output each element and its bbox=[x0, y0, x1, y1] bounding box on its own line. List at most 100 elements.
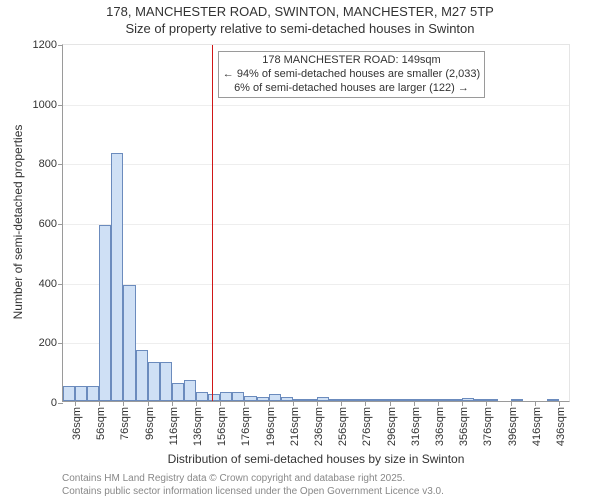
histogram-bar bbox=[365, 399, 377, 401]
x-tick-mark bbox=[341, 401, 342, 406]
x-tick-label: 36sqm bbox=[71, 407, 83, 440]
x-tick-label: 276sqm bbox=[361, 407, 373, 446]
histogram-bar bbox=[317, 397, 329, 401]
x-tick-mark bbox=[75, 401, 76, 406]
x-tick-mark bbox=[244, 401, 245, 406]
histogram-bar bbox=[377, 399, 389, 401]
x-tick-mark bbox=[462, 401, 463, 406]
histogram-bar bbox=[196, 392, 208, 401]
gridline bbox=[63, 343, 569, 344]
x-tick-mark bbox=[438, 401, 439, 406]
x-axis-label: Distribution of semi-detached houses by … bbox=[62, 452, 570, 466]
x-tick-mark bbox=[486, 401, 487, 406]
histogram-bar bbox=[547, 399, 559, 401]
chart-title: 178, MANCHESTER ROAD, SWINTON, MANCHESTE… bbox=[0, 4, 600, 38]
x-tick-label: 316sqm bbox=[410, 407, 422, 446]
histogram-bar bbox=[123, 285, 135, 401]
x-tick-label: 76sqm bbox=[119, 407, 131, 440]
x-tick-label: 156sqm bbox=[216, 407, 228, 446]
footer-line2: Contains public sector information licen… bbox=[62, 485, 444, 498]
x-tick-mark bbox=[511, 401, 512, 406]
histogram-bar bbox=[305, 399, 317, 401]
annotation-box: 178 MANCHESTER ROAD: 149sqm ← 94% of sem… bbox=[218, 51, 485, 98]
footer-line1: Contains HM Land Registry data © Crown c… bbox=[62, 472, 444, 485]
histogram-bar bbox=[63, 386, 75, 401]
histogram-bar bbox=[390, 399, 402, 401]
annotation-line1: 178 MANCHESTER ROAD: 149sqm bbox=[223, 54, 480, 68]
reference-line bbox=[212, 45, 213, 401]
x-tick-mark bbox=[148, 401, 149, 406]
x-tick-mark bbox=[365, 401, 366, 406]
histogram-bar bbox=[111, 153, 123, 401]
x-tick-label: 176sqm bbox=[240, 407, 252, 446]
x-tick-mark bbox=[269, 401, 270, 406]
histogram-bar bbox=[220, 392, 232, 401]
annotation-line2: ← 94% of semi-detached houses are smalle… bbox=[223, 68, 480, 82]
histogram-bar bbox=[257, 397, 269, 401]
histogram-bar bbox=[341, 399, 353, 401]
x-tick-label: 436sqm bbox=[555, 407, 567, 446]
annotation-line3: 6% of semi-detached houses are larger (1… bbox=[223, 82, 480, 96]
gridline bbox=[63, 164, 569, 165]
histogram-bar bbox=[474, 399, 486, 401]
x-tick-mark bbox=[123, 401, 124, 406]
histogram-bar bbox=[353, 399, 365, 401]
x-tick-label: 396sqm bbox=[507, 407, 519, 446]
x-tick-label: 296sqm bbox=[386, 407, 398, 446]
gridline bbox=[63, 284, 569, 285]
x-tick-mark bbox=[317, 401, 318, 406]
x-tick-mark bbox=[414, 401, 415, 406]
x-tick-mark bbox=[559, 401, 560, 406]
x-tick-mark bbox=[196, 401, 197, 406]
attribution-footer: Contains HM Land Registry data © Crown c… bbox=[62, 472, 444, 498]
title-line1: 178, MANCHESTER ROAD, SWINTON, MANCHESTE… bbox=[0, 4, 600, 21]
histogram-bar bbox=[486, 399, 498, 401]
histogram-bar bbox=[148, 362, 160, 401]
histogram-bar bbox=[87, 386, 99, 402]
histogram-bar bbox=[232, 392, 244, 401]
x-tick-mark bbox=[172, 401, 173, 406]
x-tick-mark bbox=[390, 401, 391, 406]
gridline bbox=[63, 105, 569, 106]
histogram-bar bbox=[450, 399, 462, 401]
x-tick-label: 236sqm bbox=[313, 407, 325, 446]
x-tick-label: 376sqm bbox=[482, 407, 494, 446]
histogram-bar bbox=[75, 386, 87, 401]
x-tick-label: 196sqm bbox=[265, 407, 277, 446]
x-tick-label: 116sqm bbox=[168, 407, 180, 445]
histogram-bar bbox=[414, 399, 426, 401]
histogram-bar bbox=[269, 394, 281, 401]
x-tick-mark bbox=[99, 401, 100, 406]
histogram-bar bbox=[281, 397, 293, 401]
x-tick-mark bbox=[293, 401, 294, 406]
x-tick-label: 416sqm bbox=[531, 407, 543, 446]
x-tick-mark bbox=[220, 401, 221, 406]
x-tick-label: 216sqm bbox=[289, 407, 301, 446]
plot-area: 020040060080010001200 178 MANCHESTER ROA… bbox=[62, 44, 570, 402]
x-tick-label: 256sqm bbox=[337, 407, 349, 446]
histogram-bar bbox=[184, 380, 196, 401]
histogram-bar bbox=[426, 399, 438, 401]
histogram-bar bbox=[329, 399, 341, 401]
histogram-bar bbox=[402, 399, 414, 401]
histogram-bar bbox=[293, 399, 305, 401]
gridline bbox=[63, 224, 569, 225]
histogram-bar bbox=[462, 398, 474, 401]
histogram-bar bbox=[172, 383, 184, 401]
histogram-bar bbox=[511, 399, 523, 401]
histogram-bar bbox=[99, 225, 111, 401]
histogram-bar bbox=[160, 362, 172, 401]
histogram-bar bbox=[208, 394, 220, 401]
histogram-bar bbox=[438, 399, 450, 401]
title-line2: Size of property relative to semi-detach… bbox=[0, 21, 600, 38]
x-tick-label: 96sqm bbox=[144, 407, 156, 440]
histogram-bar bbox=[136, 350, 148, 401]
chart-container: 178, MANCHESTER ROAD, SWINTON, MANCHESTE… bbox=[0, 0, 600, 500]
x-tick-label: 356sqm bbox=[458, 407, 470, 446]
histogram-bar bbox=[244, 396, 256, 401]
x-tick-label: 336sqm bbox=[434, 407, 446, 446]
x-tick-mark bbox=[535, 401, 536, 406]
y-axis-label: Number of semi-detached properties bbox=[11, 43, 25, 401]
x-tick-label: 136sqm bbox=[192, 407, 204, 446]
x-tick-label: 56sqm bbox=[95, 407, 107, 440]
